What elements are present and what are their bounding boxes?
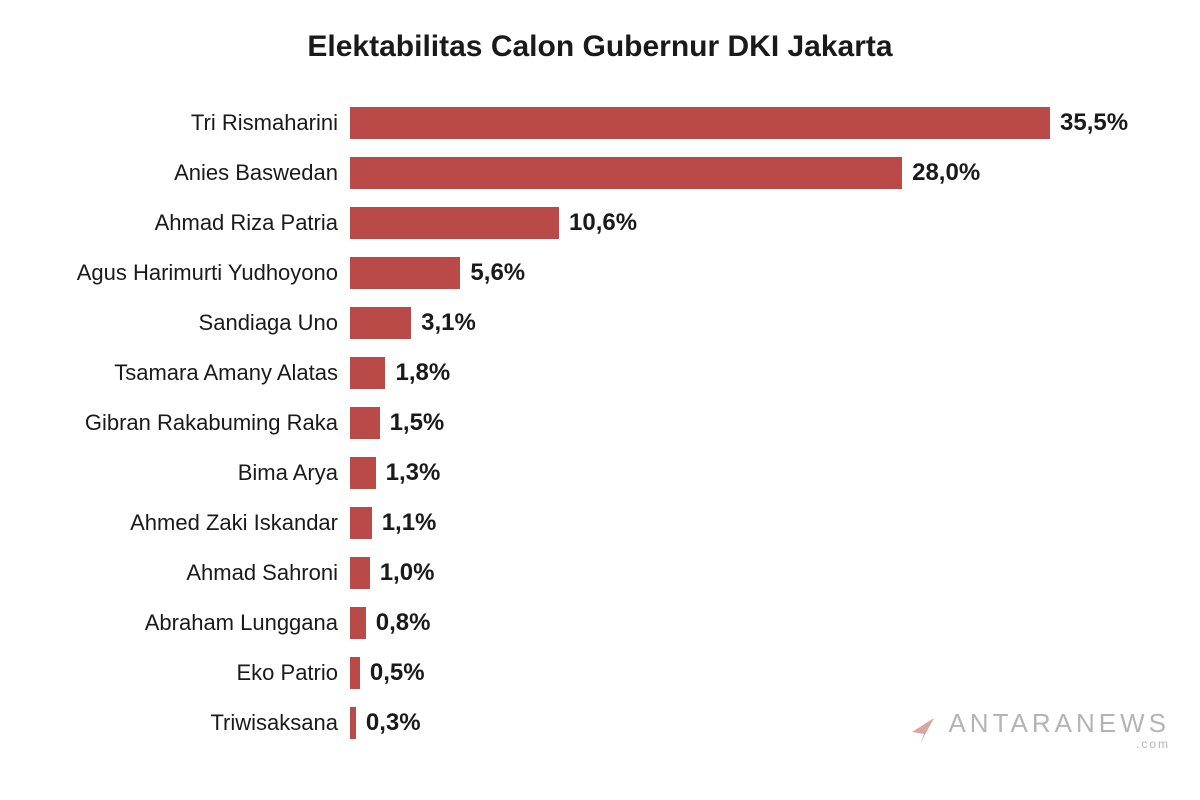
bar-track: 0,8% — [350, 604, 1160, 642]
bar-row: Agus Harimurti Yudhoyono 5,6% — [50, 254, 1160, 292]
bar-fill — [350, 707, 356, 739]
bar-row: Anies Baswedan 28,0% — [50, 154, 1160, 192]
bar-track: 1,3% — [350, 454, 1160, 492]
bar-value: 3,1% — [421, 309, 476, 337]
bar-value: 1,8% — [395, 359, 450, 387]
bar-value: 1,5% — [390, 409, 445, 437]
bar-label: Agus Harimurti Yudhoyono — [50, 260, 350, 286]
bar-label: Triwisaksana — [50, 710, 350, 736]
bar-fill — [350, 607, 366, 639]
bar-label: Ahmed Zaki Iskandar — [50, 510, 350, 536]
bar-label: Anies Baswedan — [50, 160, 350, 186]
bar-value: 0,3% — [366, 709, 421, 737]
bar-fill — [350, 657, 360, 689]
bar-label: Ahmad Sahroni — [50, 560, 350, 586]
watermark-main: ANTARANEWS — [948, 710, 1170, 736]
bar-value: 1,3% — [386, 459, 441, 487]
bar-row: Tri Rismaharini 35,5% — [50, 104, 1160, 142]
bar-fill — [350, 207, 559, 239]
bar-row: Abraham Lunggana 0,8% — [50, 604, 1160, 642]
watermark: ANTARANEWS .com — [904, 710, 1170, 750]
bar-track: 35,5% — [350, 104, 1160, 142]
bar-row: Tsamara Amany Alatas 1,8% — [50, 354, 1160, 392]
bar-value: 5,6% — [470, 259, 525, 287]
bar-row: Ahmad Riza Patria 10,6% — [50, 204, 1160, 242]
bar-label: Tsamara Amany Alatas — [50, 360, 350, 386]
bar-track: 28,0% — [350, 154, 1160, 192]
bar-label: Eko Patrio — [50, 660, 350, 686]
bar-track: 5,6% — [350, 254, 1160, 292]
bar-fill — [350, 357, 385, 389]
bar-track: 1,1% — [350, 504, 1160, 542]
bar-label: Gibran Rakabuming Raka — [50, 410, 350, 436]
bar-fill — [350, 407, 380, 439]
bar-fill — [350, 507, 372, 539]
bar-fill — [350, 457, 376, 489]
bar-row: Ahmad Sahroni 1,0% — [50, 554, 1160, 592]
bar-value: 0,8% — [376, 609, 431, 637]
bar-fill — [350, 557, 370, 589]
watermark-text: ANTARANEWS .com — [948, 710, 1170, 750]
bar-track: 1,8% — [350, 354, 1160, 392]
bar-value: 35,5% — [1060, 109, 1128, 137]
antara-logo-icon — [904, 712, 940, 748]
bars-area: Tri Rismaharini35,5%Anies Baswedan28,0%A… — [40, 104, 1160, 742]
chart-container: Elektabilitas Calon Gubernur DKI Jakarta… — [0, 0, 1200, 772]
bar-track: 0,5% — [350, 654, 1160, 692]
bar-fill — [350, 157, 902, 189]
bar-track: 1,5% — [350, 404, 1160, 442]
bar-value: 0,5% — [370, 659, 425, 687]
bar-fill — [350, 257, 460, 289]
bar-label: Sandiaga Uno — [50, 310, 350, 336]
bar-row: Ahmed Zaki Iskandar 1,1% — [50, 504, 1160, 542]
bar-track: 1,0% — [350, 554, 1160, 592]
bar-label: Tri Rismaharini — [50, 110, 350, 136]
bar-value: 10,6% — [569, 209, 637, 237]
bar-fill — [350, 307, 411, 339]
bar-value: 1,1% — [382, 509, 437, 537]
chart-title: Elektabilitas Calon Gubernur DKI Jakarta — [40, 30, 1160, 64]
bar-label: Ahmad Riza Patria — [50, 210, 350, 236]
bar-label: Abraham Lunggana — [50, 610, 350, 636]
watermark-sub: .com — [948, 738, 1170, 750]
bar-row: Eko Patrio 0,5% — [50, 654, 1160, 692]
bar-fill — [350, 107, 1050, 139]
bar-row: Gibran Rakabuming Raka 1,5% — [50, 404, 1160, 442]
bar-track: 3,1% — [350, 304, 1160, 342]
bar-row: Sandiaga Uno 3,1% — [50, 304, 1160, 342]
bar-label: Bima Arya — [50, 460, 350, 486]
bar-track: 10,6% — [350, 204, 1160, 242]
bar-value: 28,0% — [912, 159, 980, 187]
bar-value: 1,0% — [380, 559, 435, 587]
bar-row: Bima Arya 1,3% — [50, 454, 1160, 492]
